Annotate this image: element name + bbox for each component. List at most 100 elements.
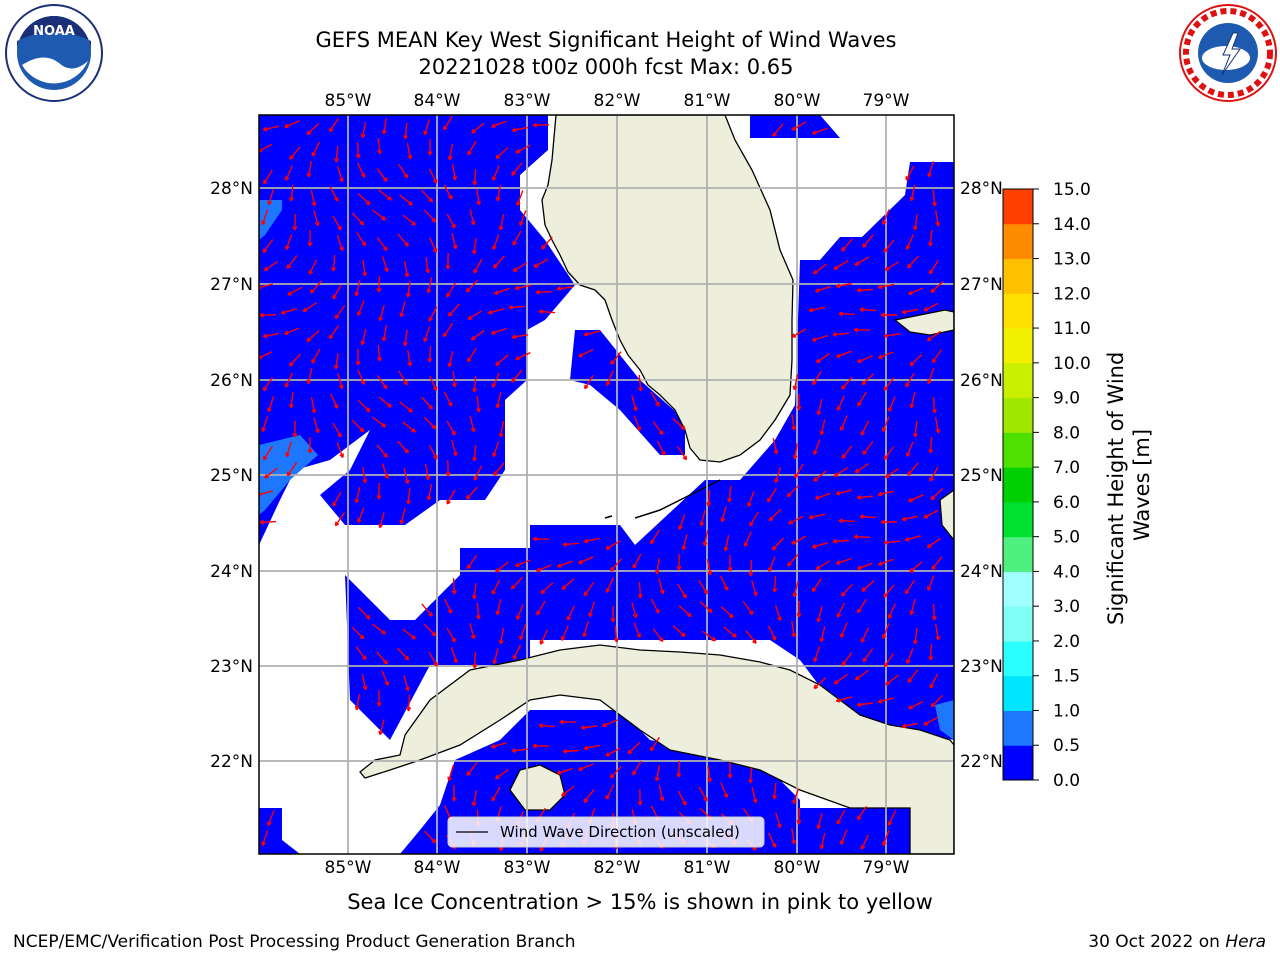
wave-direction-arrow	[652, 421, 664, 436]
wave-direction-arrow	[909, 392, 916, 409]
wave-direction-arrow	[583, 789, 595, 804]
wave-direction-arrow	[445, 459, 451, 477]
wave-direction-arrow	[840, 583, 854, 597]
wave-direction-arrow	[884, 674, 899, 686]
wave-direction-arrow	[397, 233, 409, 247]
wave-direction-arrow	[264, 467, 278, 479]
wave-direction-arrow	[512, 262, 528, 272]
wave-direction-arrow	[493, 287, 510, 295]
wave-direction-arrow	[792, 788, 800, 805]
wave-direction-arrow	[532, 743, 550, 749]
wave-direction-arrow	[259, 312, 277, 318]
colorbar-segment	[1003, 362, 1033, 399]
wave-direction-arrow	[796, 807, 802, 825]
wave-direction-arrow	[901, 308, 919, 315]
lon-label-top: 82°W	[594, 91, 641, 111]
wave-direction-arrow	[355, 348, 361, 366]
wave-direction-arrow	[560, 625, 569, 641]
wave-direction-arrow	[791, 535, 807, 545]
wave-direction-arrow	[532, 122, 550, 128]
wave-direction-arrow	[511, 126, 529, 133]
wave-direction-arrow	[378, 189, 392, 201]
wave-direction-arrow	[566, 605, 576, 621]
wave-direction-arrow	[909, 599, 916, 616]
wave-direction-arrow	[811, 542, 828, 549]
wave-direction-arrow	[309, 280, 322, 294]
wave-direction-arrow	[699, 601, 713, 613]
wave-direction-arrow	[887, 396, 896, 412]
wave-direction-arrow	[536, 564, 552, 572]
wave-direction-arrow	[426, 277, 433, 294]
wave-direction-arrow	[860, 627, 870, 643]
colorbar-tick-label: 3.0	[1053, 597, 1080, 617]
wave-direction-arrow	[313, 417, 320, 434]
wave-direction-arrow	[883, 652, 895, 668]
wave-direction-arrow	[835, 696, 852, 703]
wave-direction-arrow	[930, 694, 944, 708]
colorbar: 0.0 0.5 1.0 1.5 2.0 3.0 4.0 5.0 6.0 7.0 8.0 9.0 10.0…	[1002, 180, 1091, 791]
wave-direction-arrow	[702, 530, 709, 547]
wave-direction-arrow	[307, 229, 313, 247]
wave-direction-arrow	[443, 391, 453, 407]
wave-direction-arrow	[372, 209, 387, 221]
wave-direction-arrow	[469, 416, 476, 433]
wave-direction-arrow	[286, 255, 298, 270]
wave-direction-arrow	[832, 332, 850, 337]
wave-direction-arrow	[859, 307, 877, 313]
noaa-logo: NOAA	[5, 4, 103, 102]
wave-direction-arrow	[791, 413, 797, 431]
wave-direction-arrow	[931, 603, 937, 621]
wave-direction-arrow	[884, 467, 899, 479]
colorbar-segment	[1003, 710, 1033, 746]
wave-direction-arrow	[819, 833, 826, 850]
colorbar-tick-label: 10.0	[1053, 354, 1091, 374]
wave-direction-arrow	[494, 768, 509, 780]
wave-direction-arrow	[935, 209, 941, 227]
wave-direction-arrow	[854, 256, 870, 266]
wave-direction-arrow	[723, 626, 737, 638]
wave-direction-arrow	[813, 646, 821, 663]
wave-direction-arrow	[334, 511, 346, 527]
wave-direction-arrow	[471, 789, 478, 807]
wave-direction-arrow	[720, 782, 729, 798]
wave-direction-arrow	[306, 122, 320, 136]
wave-direction-arrow	[930, 281, 944, 293]
wave-direction-arrow	[791, 121, 807, 131]
wave-direction-arrow	[498, 627, 504, 645]
wave-direction-arrow	[745, 630, 757, 644]
wave-direction-arrow	[357, 507, 365, 523]
wave-direction-arrow	[786, 484, 800, 498]
wave-direction-arrow	[672, 625, 686, 637]
colorbar-frame	[1002, 188, 1034, 781]
wave-direction-arrow	[772, 575, 778, 593]
wave-direction-arrow	[515, 144, 531, 154]
wave-direction-arrow	[263, 169, 273, 185]
wave-direction-arrow	[381, 670, 390, 686]
wave-direction-arrow	[835, 557, 852, 565]
wave-direction-arrow	[376, 689, 382, 707]
wave-direction-arrow	[853, 327, 871, 333]
wave-direction-arrow	[913, 421, 918, 438]
wave-direction-arrow	[927, 368, 935, 385]
wave-direction-arrow	[491, 786, 501, 802]
wave-direction-arrow	[742, 601, 754, 616]
wave-direction-arrow	[930, 487, 944, 501]
wave-direction-arrow	[372, 623, 387, 635]
wave-direction-arrow	[901, 515, 918, 522]
wave-direction-arrow	[796, 600, 802, 618]
wave-direction-arrow	[857, 355, 873, 364]
wave-direction-arrow	[399, 194, 413, 206]
wave-direction-arrow	[857, 598, 867, 614]
wave-direction-arrow	[904, 535, 921, 542]
wave-direction-arrow	[883, 377, 895, 391]
wave-direction-arrow	[861, 373, 875, 386]
wave-direction-arrow	[289, 353, 301, 367]
wave-direction-arrow	[421, 396, 434, 410]
wave-direction-arrow	[306, 368, 313, 385]
wave-direction-arrow	[841, 445, 853, 459]
wave-direction-arrow	[706, 558, 713, 576]
map-area	[259, 115, 954, 854]
wave-direction-arrow	[288, 392, 294, 409]
wave-direction-arrow	[905, 234, 914, 250]
wave-direction-arrow	[774, 605, 782, 622]
